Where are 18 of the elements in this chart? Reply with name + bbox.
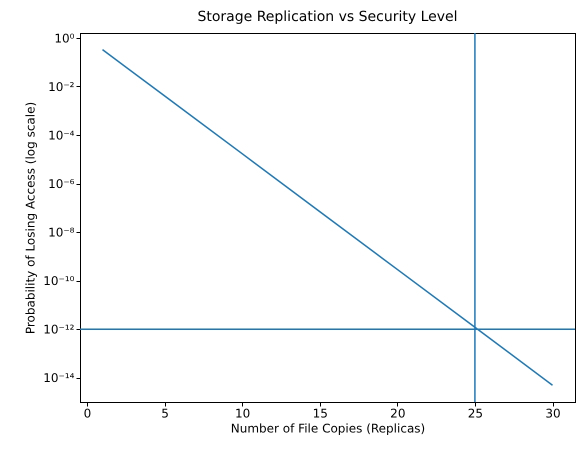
y-tick-label: 10⁻¹² — [43, 322, 75, 337]
y-tick-label: 10⁰ — [54, 31, 75, 46]
y-tick-label: 10⁻⁴ — [48, 128, 75, 143]
x-tick-label: 0 — [84, 406, 92, 420]
x-tick-label: 30 — [545, 406, 561, 420]
y-axis-title: Probability of Losing Access (log scale) — [23, 102, 38, 334]
y-tick-label: 10⁻¹⁰ — [43, 274, 75, 288]
x-tick-label: 15 — [312, 406, 328, 420]
chart-title: Storage Replication vs Security Level — [197, 8, 458, 25]
y-tick-label: 10⁻¹⁴ — [43, 371, 75, 386]
y-tick-label: 10⁻⁸ — [48, 226, 75, 240]
x-tick-label: 10 — [235, 406, 250, 420]
x-tick-label: 25 — [468, 406, 484, 420]
x-axis-title: Number of File Copies (Replicas) — [230, 422, 426, 436]
y-tick-label: 10⁻² — [48, 80, 75, 94]
y-tick-label: 10⁻⁶ — [48, 177, 75, 192]
x-tick-label: 5 — [161, 406, 169, 420]
x-tick-label: 20 — [390, 406, 406, 420]
